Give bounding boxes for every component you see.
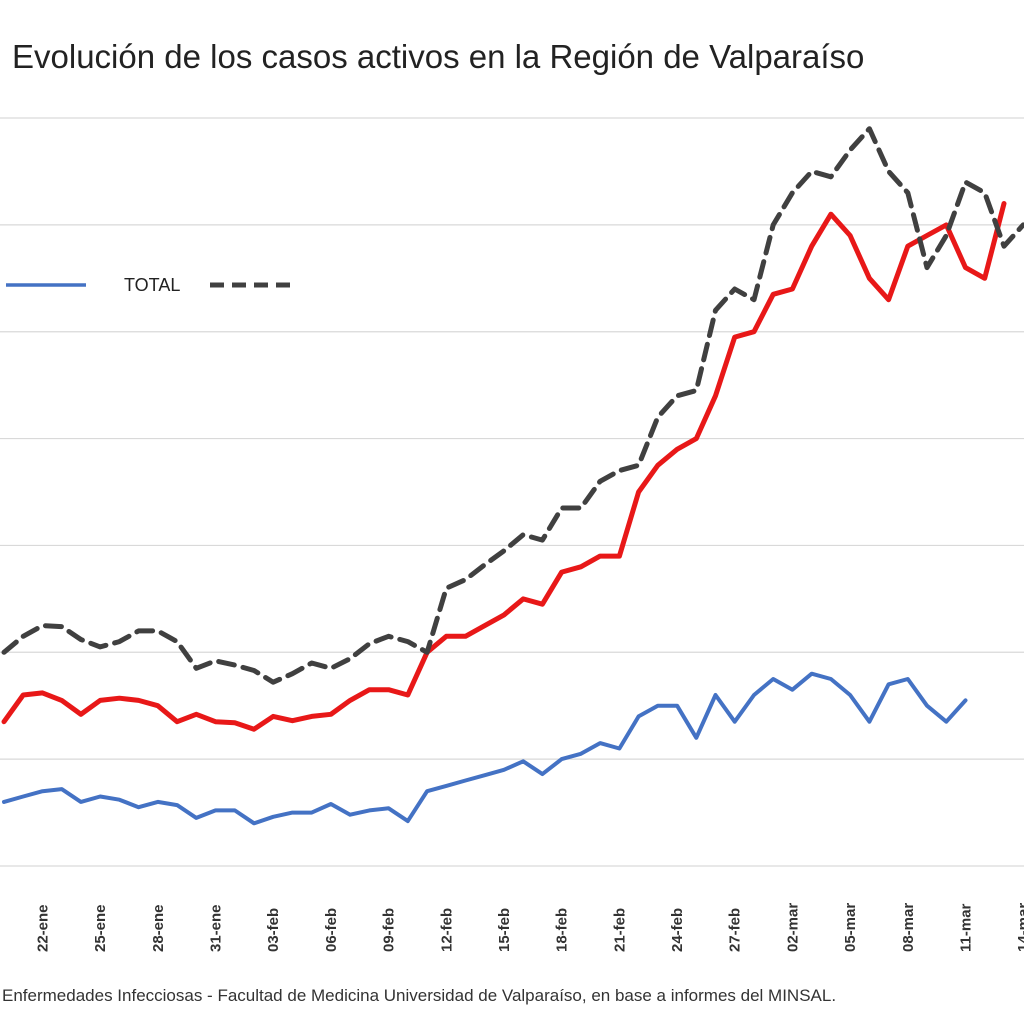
gridlines xyxy=(0,117,1024,867)
legend: TOTAL xyxy=(6,275,290,295)
x-tick-label: 25-ene xyxy=(92,904,109,952)
x-tick-label: 28-ene xyxy=(150,904,167,952)
x-tick-label: 14-mar xyxy=(1015,903,1024,952)
legend-label-total: TOTAL xyxy=(124,275,180,295)
x-tick-label: 21-feb xyxy=(611,908,628,952)
x-tick-label: 02-mar xyxy=(784,903,801,952)
x-tick-label: 11-mar xyxy=(958,903,975,952)
x-tick-label: 09-feb xyxy=(381,908,398,952)
x-axis-tick-labels: 22-ene 25-ene 28-ene 31-ene 03-feb 06-feb 09-f… xyxy=(34,903,1024,952)
source-note: Enfermedades Infecciosas - Facultad de M… xyxy=(2,986,837,1005)
x-tick-label: 22-ene xyxy=(34,904,51,952)
x-tick-label: 12-feb xyxy=(438,908,455,952)
x-tick-label: 27-feb xyxy=(727,908,744,952)
x-tick-label: 18-feb xyxy=(554,908,571,952)
x-tick-label: 06-feb xyxy=(323,908,340,952)
series-lines xyxy=(1,126,1024,826)
chart-title: Evolución de los casos activos en la Reg… xyxy=(12,38,865,75)
series-line-blue xyxy=(2,671,968,826)
x-tick-label: 03-feb xyxy=(265,908,282,952)
x-tick-label: 05-mar xyxy=(842,903,859,952)
x-tick-label: 15-feb xyxy=(496,908,513,952)
series-line-red xyxy=(1,201,1007,732)
series-line-total xyxy=(1,126,1024,685)
x-tick-label: 24-feb xyxy=(669,908,686,952)
x-tick-label: 08-mar xyxy=(900,903,917,952)
x-tick-label: 31-ene xyxy=(208,904,225,952)
